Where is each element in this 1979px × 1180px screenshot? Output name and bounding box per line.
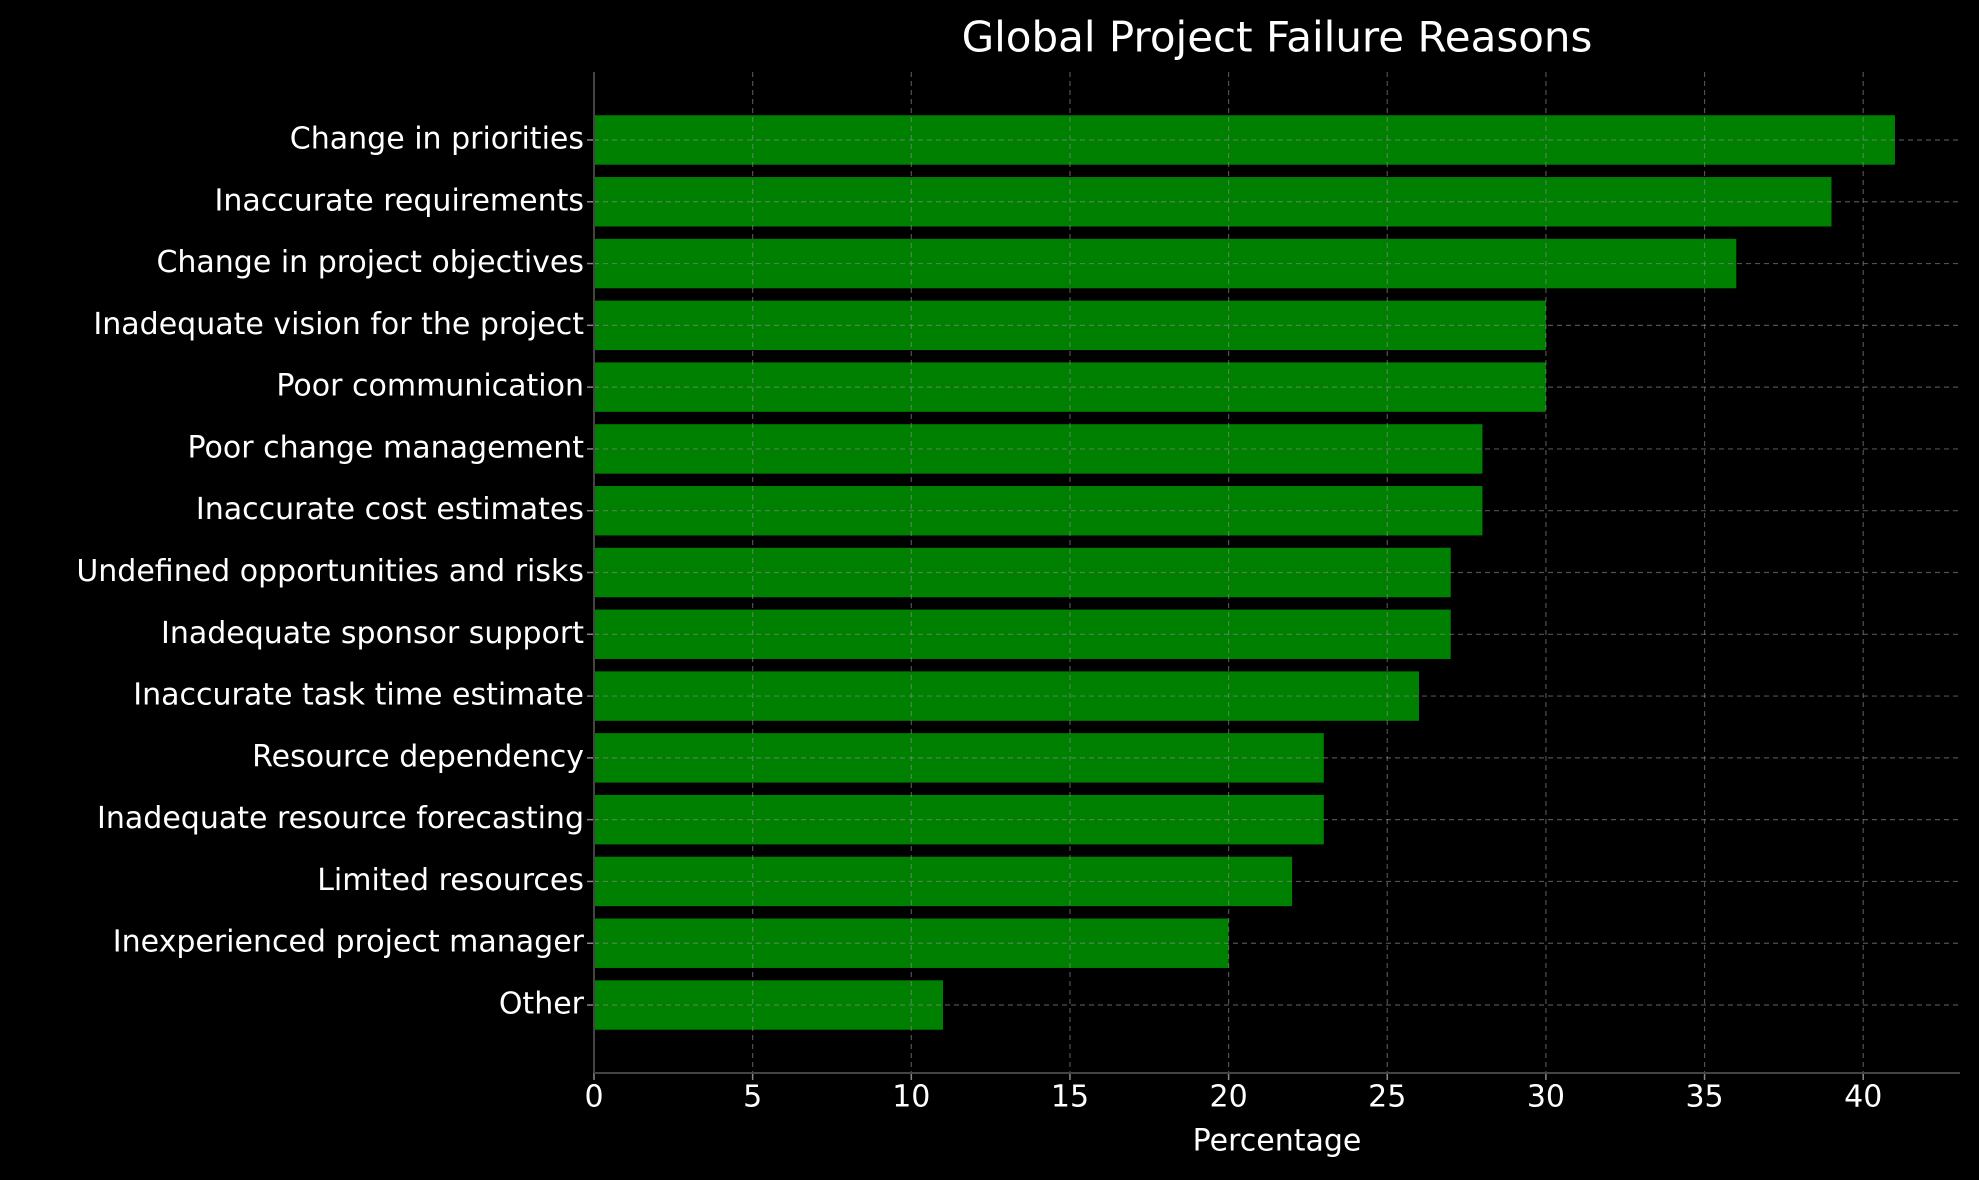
y-tick-label: Inaccurate task time estimate [133, 678, 584, 713]
y-tick-label: Inadequate vision for the project [93, 307, 584, 342]
y-tick-label: Undefined opportunities and risks [76, 554, 584, 589]
y-tick-label: Inadequate resource forecasting [97, 801, 584, 836]
y-tick-label: Other [499, 987, 585, 1022]
y-tick-label: Resource dependency [252, 739, 584, 774]
y-tick-label: Poor communication [276, 369, 584, 404]
y-tick-label: Inaccurate requirements [215, 183, 584, 218]
x-tick-label: 35 [1685, 1080, 1723, 1115]
x-tick-label: 15 [1051, 1080, 1089, 1115]
y-tick-label: Change in priorities [290, 121, 584, 156]
y-tick-label: Limited resources [317, 863, 584, 898]
y-tick-label: Change in project objectives [156, 245, 584, 280]
x-tick-label: 25 [1368, 1080, 1406, 1115]
y-tick-label: Poor change management [187, 430, 584, 465]
chart-title: Global Project Failure Reasons [962, 13, 1593, 62]
x-tick-label: 5 [743, 1080, 762, 1115]
bar [594, 856, 1293, 907]
x-tick-label: 40 [1844, 1080, 1882, 1115]
y-tick-label: Inadequate sponsor support [161, 616, 584, 651]
x-tick-label: 0 [584, 1080, 603, 1115]
x-axis-label: Percentage [1193, 1124, 1362, 1159]
bar [594, 671, 1419, 721]
x-tick-label: 30 [1527, 1080, 1565, 1115]
y-tick-label: Inexperienced project manager [113, 925, 585, 960]
x-tick-label: 10 [892, 1080, 930, 1115]
bar [594, 177, 1832, 227]
x-tick-label: 20 [1210, 1080, 1248, 1115]
y-tick-label: Inaccurate cost estimates [196, 492, 584, 527]
